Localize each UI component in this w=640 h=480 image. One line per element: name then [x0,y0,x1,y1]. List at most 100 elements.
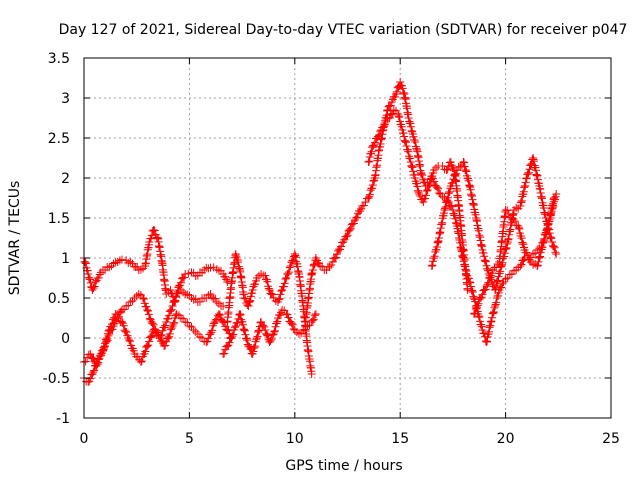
data-point [384,102,393,111]
data-point [275,294,284,303]
data-point [209,319,218,328]
data-point [503,239,512,248]
ticks: 0 5 10 15 20 25 -1 -0.5 0 0.5 1 1.5 2 2.5 3 3.5 [43,51,620,447]
data-point [501,274,510,283]
data-point [229,330,238,339]
data-point [285,263,294,272]
data-point [475,313,484,322]
data-point [145,238,154,246]
data-point [493,277,502,286]
data-point [546,211,555,220]
data-point [215,310,224,319]
data-point [408,163,417,172]
data-point [105,326,114,334]
data-point [449,175,458,184]
data-point [168,302,177,310]
data-point [337,242,346,251]
data-point [262,329,271,338]
data-point [227,334,236,342]
data-point [409,167,418,176]
data-point [187,294,196,302]
data-point [202,338,211,346]
data-point [183,318,192,327]
data-point [120,326,129,335]
data-point [86,275,95,284]
data-point [522,174,531,182]
data-point [399,129,408,138]
data-point [90,282,99,291]
data-point [170,297,179,306]
data-point [501,206,510,214]
data-point [429,166,438,174]
data-point [105,263,114,272]
data-point [218,316,227,325]
data-point [117,255,126,264]
data-point [156,331,165,340]
data-point [519,240,528,249]
data-point [400,136,409,145]
data-point [490,303,499,312]
data-point [483,264,492,273]
x-tick-label: 0 [80,431,89,447]
data-point [287,319,296,328]
y-tick-label: 1.5 [48,211,70,227]
data-point [525,165,534,174]
data-point [545,215,554,224]
data-point [266,336,275,345]
data-point [157,330,166,339]
data-point [108,315,117,324]
data-point [206,330,215,338]
data-point [515,224,524,233]
data-point [272,319,281,328]
data-point [400,132,409,141]
data-point [87,353,96,362]
data-point [168,322,177,330]
data-point [407,162,416,171]
data-point [119,321,128,330]
data-point [288,320,297,329]
data-point [359,201,368,210]
data-point [410,136,419,145]
data-point [264,284,273,293]
data-point [401,138,410,147]
data-point [86,350,95,358]
data-point [460,162,469,171]
data-point [402,142,411,150]
data-point [245,297,254,306]
data-point [367,147,376,156]
data-point [108,320,117,329]
data-point [148,319,157,328]
data-point [549,242,558,251]
data-point [433,183,442,192]
data-point [464,274,473,283]
data-point [93,360,102,369]
y-tick-label: 2 [61,171,70,187]
data-point [389,106,398,114]
data-point [517,234,526,243]
data-point [466,278,475,287]
data-point [144,310,153,319]
data-point [345,226,354,234]
data-point [343,231,352,240]
data-point [303,322,312,330]
data-point [261,326,270,334]
data-point [517,260,526,269]
data-point [442,166,451,174]
data-point [100,343,109,352]
data-point [427,174,436,182]
data-point [90,366,99,375]
data-point [541,230,550,239]
data-point [266,289,275,298]
data-point [270,327,279,336]
data-point [86,278,95,287]
data-point [122,302,131,310]
data-point [179,288,188,297]
data-point [534,257,543,266]
data-point [172,310,181,318]
data-point [461,166,470,175]
data-point [316,262,325,270]
data-point [212,298,221,306]
data-point [113,310,122,319]
data-point [403,145,412,154]
data-point [235,310,244,318]
